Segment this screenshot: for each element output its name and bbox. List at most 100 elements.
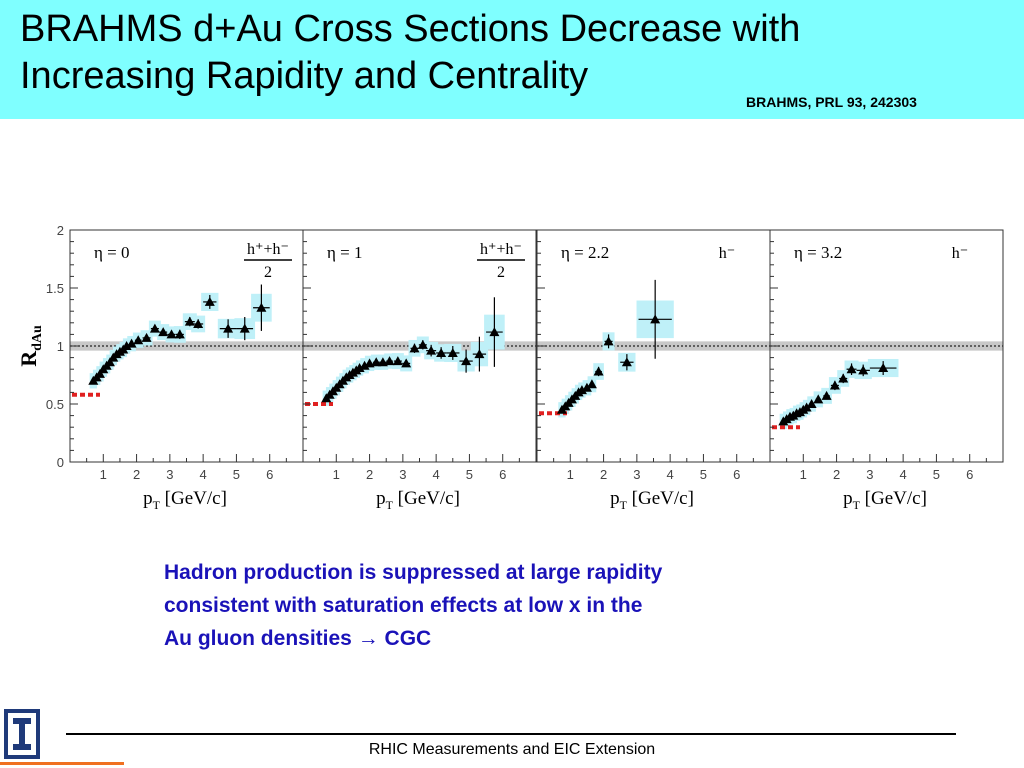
data-point [846,364,857,374]
x-tick-label: 3 [866,467,873,482]
data-point [417,339,428,349]
logo-accent-bar [0,762,124,765]
panel-1: 1 2 3 4 5 6 pT [GeV/c] η = 0 h⁺+h⁻ 2 [69,229,304,512]
caption-line-3-end: CGC [384,627,432,650]
data-point [474,349,485,359]
data-point [223,323,234,333]
data-point [821,390,832,400]
data-point [409,343,420,353]
panel-2: 1 2 3 4 5 6 pT [GeV/c] η = 1 h⁺+h⁻ 2 [302,229,537,512]
caption-line-1: Hadron production is suppressed at large… [164,561,663,584]
data-point [204,296,215,306]
panel-3: 1 2 3 4 5 6 pT [GeV/c] η = 2.2 h⁻ [536,229,771,512]
particle-label: h⁺+h⁻ [247,241,289,258]
rdau-figure: RdAu 0 0.5 1 1.5 2 1 2 3 4 5 6 pT [GeV/c] η = 0 h⁺+h⁻ 2… [16,223,1004,512]
x-tick-label: 4 [200,467,207,482]
x-tick-label: 5 [233,467,240,482]
x-tick-label: 1 [100,467,107,482]
x-axis-label: pT [GeV/c] [376,488,460,512]
caption-line-2: consistent with saturation effects at lo… [164,594,643,617]
x-tick-label: 2 [600,467,607,482]
x-axis-label: pT [GeV/c] [843,488,927,512]
y-tick-label: 2 [57,223,64,238]
data-point [256,302,267,312]
data-point [184,316,195,326]
data-point [576,385,587,395]
x-tick-label: 4 [433,467,440,482]
eta-label: η = 1 [327,243,362,262]
data-point [359,360,370,370]
x-tick-label: 5 [700,467,707,482]
y-tick-label: 1.5 [46,281,64,296]
caption: Hadron production is suppressed at large… [164,556,804,655]
x-tick-label: 2 [133,467,140,482]
x-tick-label: 6 [966,467,973,482]
data-point [801,402,812,412]
data-point [133,335,144,345]
data-point [436,347,447,357]
data-point [392,356,403,366]
data-point [94,368,105,378]
data-point [426,345,437,355]
x-tick-label: 4 [667,467,674,482]
x-tick-label: 1 [333,467,340,482]
data-point [603,336,614,346]
data-point [149,323,160,333]
data-point [158,327,169,337]
x-tick-label: 3 [166,467,173,482]
data-point [621,357,632,367]
data-point [354,363,365,373]
x-tick-label: 3 [633,467,640,482]
data-point [141,332,152,342]
data-point [838,373,849,383]
data-point [813,394,824,404]
footer-divider [66,733,956,735]
particle-label-denominator: 2 [497,264,505,281]
data-point [806,399,817,408]
data-point [193,318,204,328]
data-point [166,329,177,339]
data-point [461,356,472,366]
data-point [401,358,412,368]
x-tick-label: 6 [733,467,740,482]
title-line-1: BRAHMS d+Au Cross Sections Decrease with [20,8,801,50]
y-tick-label: 1 [57,339,64,354]
arrow-icon: → [357,627,379,650]
data-point [371,357,382,367]
data-point [878,363,889,373]
data-point [447,347,458,357]
data-point [489,327,500,337]
data-point [174,329,185,339]
eta-label: η = 3.2 [794,243,842,262]
eta-label: η = 0 [94,243,129,262]
data-point [384,356,395,366]
caption-line-3: Au gluon densities [164,627,352,650]
data-point [581,382,592,392]
x-tick-label: 1 [800,467,807,482]
x-tick-label: 6 [266,467,273,482]
data-point [104,357,115,367]
x-tick-label: 2 [833,467,840,482]
data-point [126,338,137,348]
x-axis-label: pT [GeV/c] [143,488,227,512]
x-tick-label: 6 [499,467,506,482]
data-point [586,379,597,389]
data-point [593,366,604,376]
data-point [121,341,132,350]
x-tick-label: 3 [399,467,406,482]
x-tick-label: 2 [366,467,373,482]
citation: BRAHMS, PRL 93, 242303 [746,94,917,110]
y-tick-label: 0 [57,455,64,470]
particle-label: h⁻ [952,245,968,262]
x-tick-label: 5 [933,467,940,482]
footer-text: RHIC Measurements and EIC Extension [368,741,656,758]
x-tick-label: 1 [567,467,574,482]
data-point [650,314,661,324]
illinois-logo-icon [4,709,40,759]
data-point [858,365,869,375]
eta-label: η = 2.2 [561,243,609,262]
x-axis-label: pT [GeV/c] [610,488,694,512]
particle-label: h⁺+h⁻ [480,241,522,258]
panel-4: 1 2 3 4 5 6 pT [GeV/c] η = 3.2 h⁻ [769,229,1004,512]
x-tick-label: 5 [466,467,473,482]
